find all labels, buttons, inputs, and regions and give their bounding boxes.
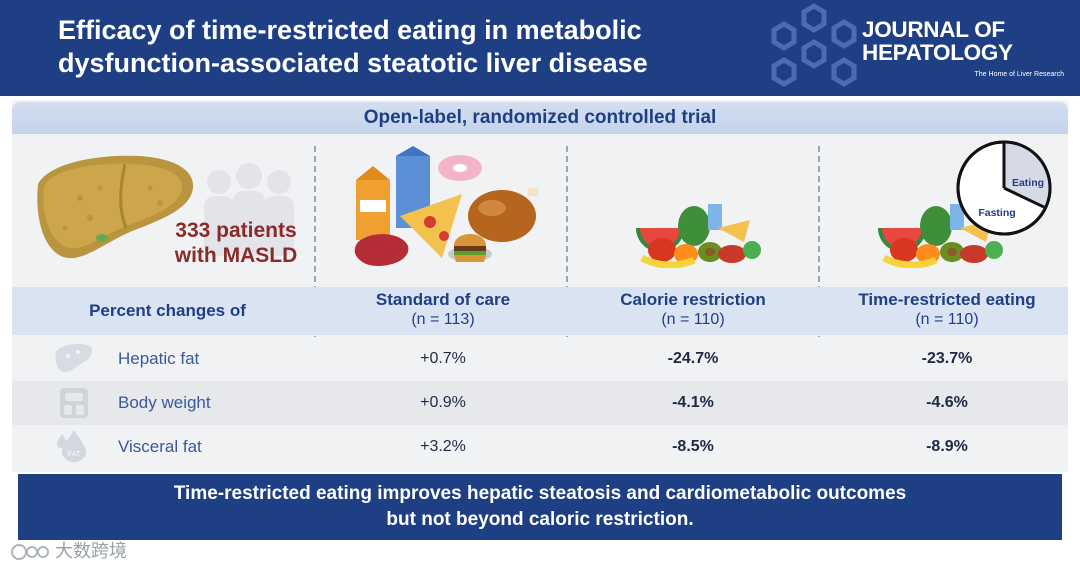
column-header-standard-of-care: Standard of care (n = 113) [318,290,568,330]
column-header-band [12,287,1068,335]
column-name: Standard of care [375,290,511,309]
column-header-calorie-restriction: Calorie restriction (n = 110) [568,290,818,330]
value-cell: -23.7% [921,350,973,367]
table-row [12,381,1068,425]
value-cell: -4.1% [672,394,714,411]
patient-count-text: 333 patients with MASLD [174,219,298,267]
row-label-visceral-fat: Visceral fat [118,437,202,456]
infographic-title: Efficacy of time-restricted eating in me… [58,15,648,78]
people-silhouette-icon [204,163,294,256]
column-sample-size: (n = 113) [411,311,475,328]
conclusion-text: Time-restricted eating improves hepatic … [173,483,907,530]
scale-icon [60,388,88,418]
column-sample-size: (n = 110) [915,311,979,328]
column-sample-size: (n = 110) [661,311,725,328]
journal-name: JOURNAL OF HEPATOLOGY [862,17,1013,65]
header-banner: Efficacy of time-restricted eating in me… [0,0,1080,96]
journal-tagline: The Home of Liver Research [974,71,1064,78]
value-cell: -24.7% [667,350,719,367]
hexagon-pattern-icon [771,3,857,87]
conclusion-banner: Time-restricted eating improves hepatic … [18,474,1062,540]
eating-fasting-clock-icon [956,140,1052,236]
eating-label: Eating [1011,177,1045,189]
liver-icon [55,344,92,373]
healthy-food-illustration [636,204,761,268]
fat-drop-icon: FAT [57,430,86,462]
trial-design-banner: Open-label, randomized controlled trial [12,102,1068,134]
value-cell: +0.7% [420,350,466,367]
value-cell: +0.9% [420,394,466,411]
watermark-logo-icon [11,544,49,561]
table-row [12,337,1068,381]
table-row [12,425,1068,469]
liver-illustration [37,155,194,259]
column-header-time-restricted-eating: Time-restricted eating (n = 110) [822,290,1072,330]
watermark-text: 大数跨境 [55,541,128,561]
junk-food-illustration [354,146,538,266]
row-header-label: Percent changes of [89,301,246,320]
fasting-label: Fasting [978,207,1016,219]
value-cell: -4.6% [926,394,968,411]
column-name: Calorie restriction [620,290,766,309]
value-cell: -8.5% [672,438,714,455]
svg-text:FAT: FAT [68,451,81,458]
value-cell: +3.2% [420,438,466,455]
column-name: Time-restricted eating [858,290,1036,309]
row-label-hepatic-fat: Hepatic fat [118,349,200,368]
healthy-food-illustration [878,204,1003,268]
value-cell: -8.9% [926,438,968,455]
row-label-body-weight: Body weight [118,393,211,412]
watermark: 大数跨境 [10,539,127,563]
